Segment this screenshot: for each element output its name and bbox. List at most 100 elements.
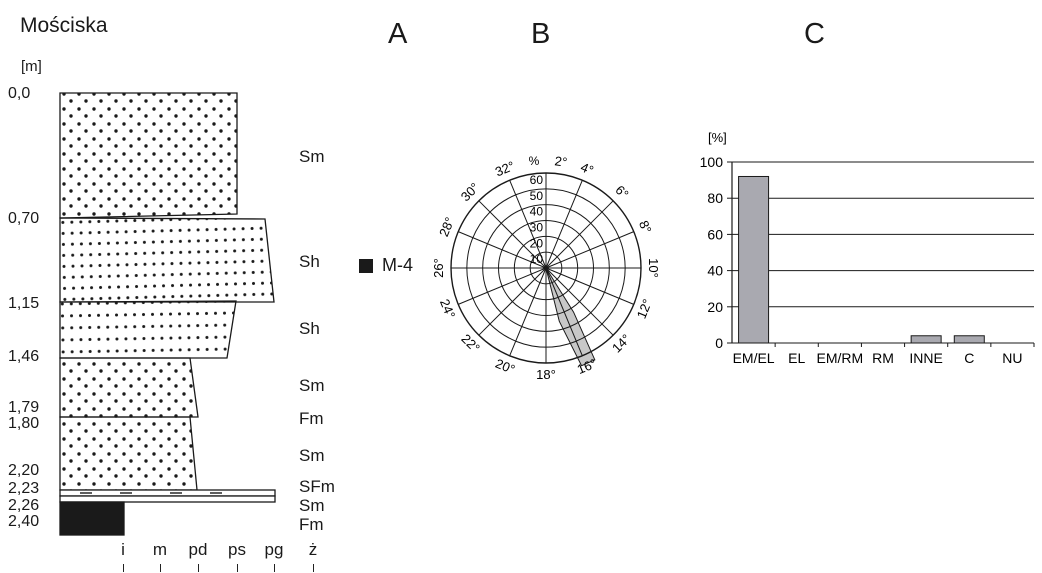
bar	[953, 335, 985, 344]
bar-chart: [%] 0 20 40 60 80 100 EM/EL EL EM/RM RM INNE C NU	[700, 130, 1035, 366]
rose-direction-label: 6°	[612, 182, 631, 201]
rose-direction-label: 12°	[634, 297, 655, 321]
facies-label: Sm	[299, 376, 325, 395]
grain-size-label: i	[121, 540, 125, 559]
depth-label: 2,26	[8, 497, 40, 514]
rose-ring-label: 50	[530, 189, 544, 203]
facies-label: SFm	[299, 477, 335, 496]
facies-label: Sm	[299, 496, 325, 515]
x-tick-label: EM/EL	[733, 350, 775, 366]
facies-label: Sh	[299, 319, 320, 338]
y-axis-unit-label: [%]	[708, 130, 727, 145]
y-tick-label: 60	[707, 226, 723, 242]
log-bed	[59, 416, 198, 491]
depth-label: 1,46	[8, 348, 40, 365]
rose-direction-label: 10°	[646, 258, 661, 278]
log-bed	[59, 501, 125, 536]
grain-size-label: ps	[228, 540, 246, 559]
rose-direction-label: 16°	[575, 356, 599, 377]
x-tick-label: NU	[1002, 350, 1022, 366]
rose-direction-label: 2°	[554, 153, 568, 170]
sedimentary-log	[59, 92, 276, 536]
log-bed	[59, 495, 276, 503]
grain-tick	[313, 564, 314, 572]
rose-spoke	[545, 267, 634, 305]
y-tick-label: 80	[707, 190, 723, 206]
rose-ring-label: 30	[530, 221, 544, 235]
grain-size-label: ż	[308, 540, 318, 559]
rose-ring-label: 60	[530, 173, 544, 187]
log-bed	[59, 357, 199, 418]
depth-label: 2,23	[8, 480, 40, 497]
sample-square-icon	[359, 258, 373, 273]
facies-label: Sm	[299, 147, 325, 166]
facies-label: Fm	[299, 515, 324, 534]
log-bed	[59, 300, 237, 359]
panel-label-a: A	[388, 18, 408, 50]
rose-spoke	[545, 231, 634, 269]
rose-petal	[545, 267, 596, 367]
depth-label: 2,20	[8, 462, 40, 479]
depth-unit-label: [m]	[21, 58, 42, 75]
rose-spoke	[478, 200, 547, 269]
rose-spoke	[545, 267, 583, 356]
depth-label: 1,80	[8, 415, 40, 432]
bar	[738, 175, 770, 344]
facies-label: Sm	[299, 446, 325, 465]
grain-tick	[237, 564, 238, 572]
rose-ring-label: 10	[530, 252, 544, 266]
y-tick-label: 100	[700, 154, 724, 170]
rose-direction-label: 4°	[579, 159, 596, 178]
rose-spoke	[545, 180, 583, 269]
log-bed	[59, 217, 275, 303]
rose-direction-label: 8°	[636, 218, 655, 235]
x-tick-label: INNE	[909, 350, 942, 366]
rose-direction-label: 24°	[437, 297, 458, 321]
rose-spoke	[509, 267, 547, 356]
x-tick-label: C	[964, 350, 974, 366]
rose-spoke	[545, 200, 614, 269]
rose-direction-label: 32°	[493, 158, 517, 179]
panel-label-c: C	[804, 18, 825, 50]
rose-direction-label: 26°	[431, 258, 446, 278]
grain-tick	[198, 564, 199, 572]
rose-spoke	[458, 267, 547, 305]
depth-label: 1,15	[8, 295, 40, 312]
y-tick-label: 40	[707, 263, 723, 279]
grain-size-label: m	[152, 540, 168, 559]
log-bed	[59, 489, 276, 497]
rose-spoke	[458, 231, 547, 269]
site-title: Mościska	[20, 14, 108, 37]
depth-label: 1,79	[8, 399, 40, 416]
sample-label: M-4	[382, 255, 413, 275]
rose-direction-label: 18°	[536, 367, 556, 382]
rose-direction-label: 28°	[436, 215, 457, 239]
x-tick-label: EM/RM	[817, 350, 864, 366]
rose-percent-label: %	[529, 154, 540, 168]
depth-label: 0,70	[8, 210, 40, 227]
rose-direction-label: 20°	[493, 356, 517, 377]
panel-label-b: B	[531, 18, 551, 50]
grain-size-label: pd	[188, 540, 208, 559]
rose-spoke	[478, 267, 547, 336]
facies-label: Fm	[299, 409, 324, 428]
rose-ring-label: 20	[530, 236, 544, 250]
depth-label: 2,40	[8, 513, 40, 530]
y-tick-label: 20	[707, 299, 723, 315]
x-tick-label: EL	[788, 350, 805, 366]
sample-marker: M-4	[359, 255, 413, 276]
rose-spoke	[509, 180, 547, 269]
facies-label: Sh	[299, 252, 320, 271]
log-bed	[59, 92, 238, 219]
rose-ring-label: 40	[530, 205, 544, 219]
depth-label: 0,0	[8, 85, 31, 102]
grain-tick	[274, 564, 275, 572]
bar	[910, 335, 942, 344]
grain-tick	[160, 564, 161, 572]
x-tick-label: RM	[872, 350, 894, 366]
y-tick-label: 0	[715, 335, 723, 351]
grain-tick	[123, 564, 124, 572]
grain-size-label: pg	[264, 540, 284, 559]
rose-spoke	[545, 267, 614, 336]
